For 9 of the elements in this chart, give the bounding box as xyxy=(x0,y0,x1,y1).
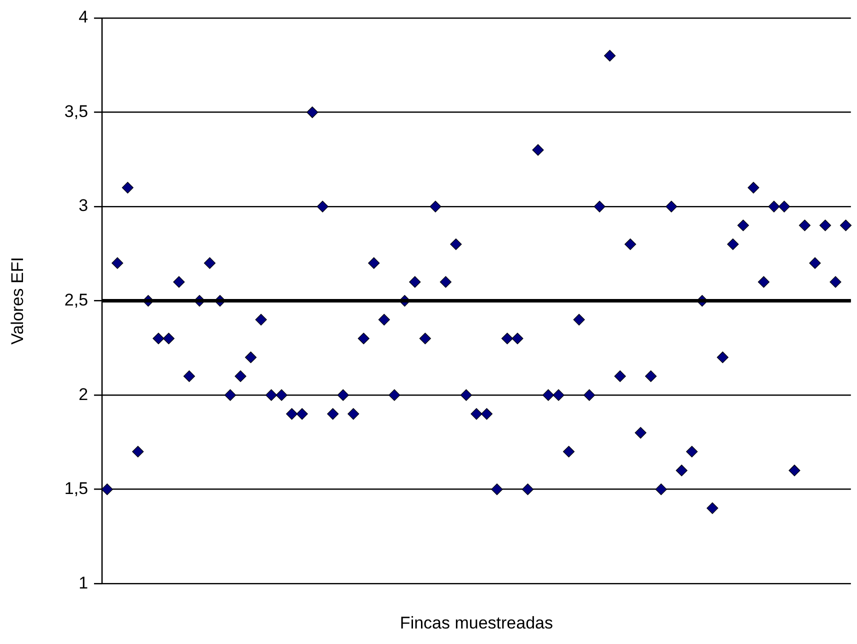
y-axis-title: Valores EFI xyxy=(8,257,27,345)
y-tick-label: 3 xyxy=(78,196,88,216)
y-tick-label: 2,5 xyxy=(64,290,88,310)
y-tick-label: 1 xyxy=(78,573,88,592)
y-tick-label: 3,5 xyxy=(64,102,88,121)
y-tick-label: 1,5 xyxy=(64,479,88,498)
y-tick-label: 4 xyxy=(78,8,88,27)
x-axis-title: Fincas muestreadas xyxy=(400,613,554,632)
y-tick-label: 2 xyxy=(78,384,88,404)
